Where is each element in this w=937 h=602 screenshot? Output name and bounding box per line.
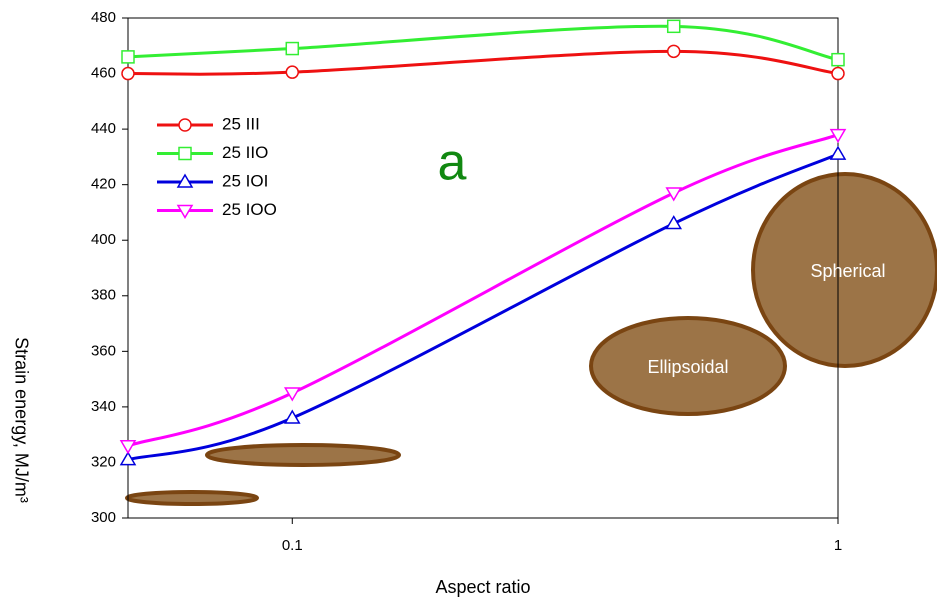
marker [121, 441, 135, 453]
thin-ellipse-shape [207, 445, 399, 465]
y-tick-label: 320 [91, 453, 116, 470]
marker [831, 147, 845, 159]
shape-label: Ellipsoidal [647, 357, 728, 377]
x-axis-label: Aspect ratio [435, 577, 530, 597]
legend-marker [179, 119, 191, 131]
marker [122, 68, 134, 80]
flat-ellipse-shape [127, 492, 257, 504]
shape-label: Spherical [810, 261, 885, 281]
y-tick-label: 460 [91, 65, 116, 82]
y-tick-label: 480 [91, 9, 116, 26]
legend-label: 25 IIO [222, 143, 268, 162]
y-axis-label: Strain energy, MJ/m³ [11, 337, 31, 503]
panel-label: a [438, 134, 467, 192]
marker [668, 20, 680, 32]
legend-label: 25 III [222, 114, 260, 133]
x-tick-label: 1 [834, 537, 842, 554]
marker [286, 66, 298, 78]
y-tick-label: 380 [91, 287, 116, 304]
page: {"chart_data": {"type": "line", "x_label… [0, 0, 937, 602]
marker [668, 45, 680, 57]
chart: a Ellipsoidal Spherical Aspect ratio Str… [0, 0, 937, 602]
y-tick-label: 340 [91, 398, 116, 415]
legend-label: 25 IOO [222, 200, 277, 219]
legend-marker [179, 148, 191, 160]
y-tick-label: 360 [91, 342, 116, 359]
marker [832, 54, 844, 66]
y-tick-label: 420 [91, 176, 116, 193]
marker [286, 43, 298, 55]
y-tick-label: 300 [91, 509, 116, 526]
legend-label: 25 IOI [222, 171, 268, 190]
marker [832, 68, 844, 80]
y-tick-label: 440 [91, 120, 116, 137]
series-line [128, 51, 838, 74]
y-tick-label: 400 [91, 231, 116, 248]
plot-frame [128, 18, 838, 518]
x-tick-label: 0.1 [282, 537, 303, 554]
marker [122, 51, 134, 63]
